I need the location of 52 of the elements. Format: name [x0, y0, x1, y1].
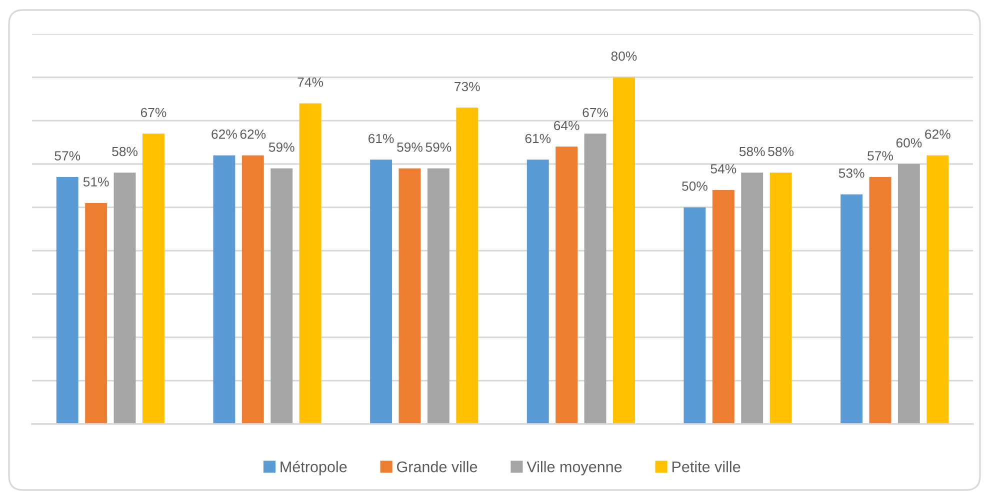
data-label: 62% [212, 129, 237, 139]
bar [85, 203, 108, 424]
bar [770, 172, 792, 424]
bar [56, 177, 78, 424]
data-label: 58% [768, 146, 794, 156]
bar [456, 108, 478, 424]
bar [114, 172, 136, 424]
data-label: 59% [268, 142, 294, 152]
legend-label: Grande ville [397, 461, 478, 472]
data-label: 60% [896, 138, 922, 148]
bar [299, 103, 322, 424]
bar [741, 172, 764, 424]
data-label: 57% [54, 151, 80, 161]
data-label: 80% [611, 51, 637, 61]
data-label: 50% [682, 181, 708, 191]
data-label: 62% [925, 129, 950, 139]
data-label: 59% [397, 142, 422, 152]
data-label: 74% [298, 78, 324, 87]
bar [898, 164, 920, 424]
legend-label: Petite ville [672, 461, 740, 472]
bar [213, 155, 236, 424]
data-label: 53% [838, 168, 864, 178]
data-label: 51% [83, 177, 109, 187]
legend-label: Métropole [280, 460, 347, 476]
bar [926, 155, 949, 424]
bar [712, 190, 734, 424]
bar [142, 134, 164, 424]
bar [556, 146, 578, 424]
data-label: 61% [525, 134, 551, 144]
bar [427, 168, 450, 424]
bar [398, 168, 421, 424]
data-label: 54% [710, 164, 736, 174]
data-label: 59% [426, 142, 452, 152]
bar [684, 207, 706, 424]
bar [584, 134, 606, 424]
bar [840, 194, 863, 424]
bar [612, 77, 635, 424]
bar [270, 168, 293, 424]
bar [869, 177, 892, 424]
data-label: 57% [868, 151, 893, 161]
data-label: 67% [582, 108, 608, 118]
data-label: 62% [240, 129, 266, 139]
data-label: 61% [368, 134, 394, 144]
bar [526, 160, 549, 424]
bar [242, 155, 264, 424]
legend-label: Ville moyenne [526, 461, 622, 476]
data-label: 64% [554, 120, 580, 130]
data-label: 67% [140, 108, 166, 118]
data-label: 58% [739, 146, 765, 156]
bar [370, 160, 392, 424]
data-label: 73% [454, 82, 480, 92]
data-label: 58% [112, 146, 138, 156]
